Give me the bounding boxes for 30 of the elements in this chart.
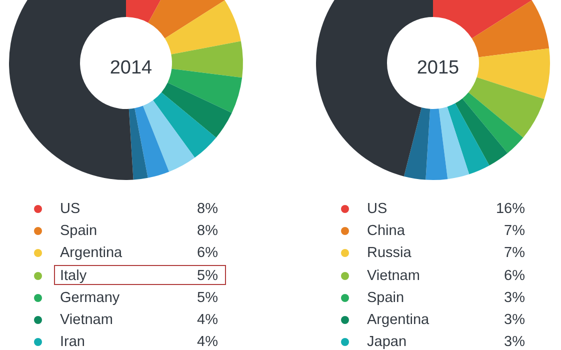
- data-label: 8%: [197, 200, 218, 219]
- legend-label: Spain: [60, 222, 98, 242]
- text: 2015: [416, 58, 460, 78]
- data-label: 4%: [197, 333, 218, 350]
- legend-label: Russia: [367, 244, 412, 264]
- data-label: 7%: [504, 244, 525, 264]
- legend-label: Japan: [367, 333, 407, 350]
- data-label: 3%: [504, 288, 525, 308]
- legend-label: Italy: [60, 266, 87, 286]
- data-label: 6%: [197, 244, 218, 264]
- data-label: 8%: [197, 222, 218, 242]
- data-label: 5%: [197, 288, 218, 308]
- data-label: 5%: [197, 266, 218, 286]
- legend-label: Iran: [60, 333, 85, 350]
- data-label: 4%: [197, 310, 218, 330]
- legend-label: Germany: [60, 288, 120, 308]
- data-label: 16%: [496, 200, 525, 219]
- data-label: 7%: [504, 222, 525, 242]
- legend-label: Argentina: [367, 310, 430, 330]
- legend-label: US: [367, 200, 388, 219]
- legend-label: Argentina: [60, 244, 122, 264]
- legend-label: US: [60, 200, 80, 219]
- legend-label: Vietnam: [60, 310, 113, 330]
- legend-label: Spain: [367, 288, 404, 308]
- data-label: 6%: [504, 266, 525, 286]
- legend-label: Vietnam: [367, 266, 420, 286]
- text: 2014: [110, 58, 153, 78]
- data-label: 3%: [504, 310, 525, 330]
- legend-label: China: [367, 222, 405, 242]
- data-label: 3%: [504, 333, 525, 350]
